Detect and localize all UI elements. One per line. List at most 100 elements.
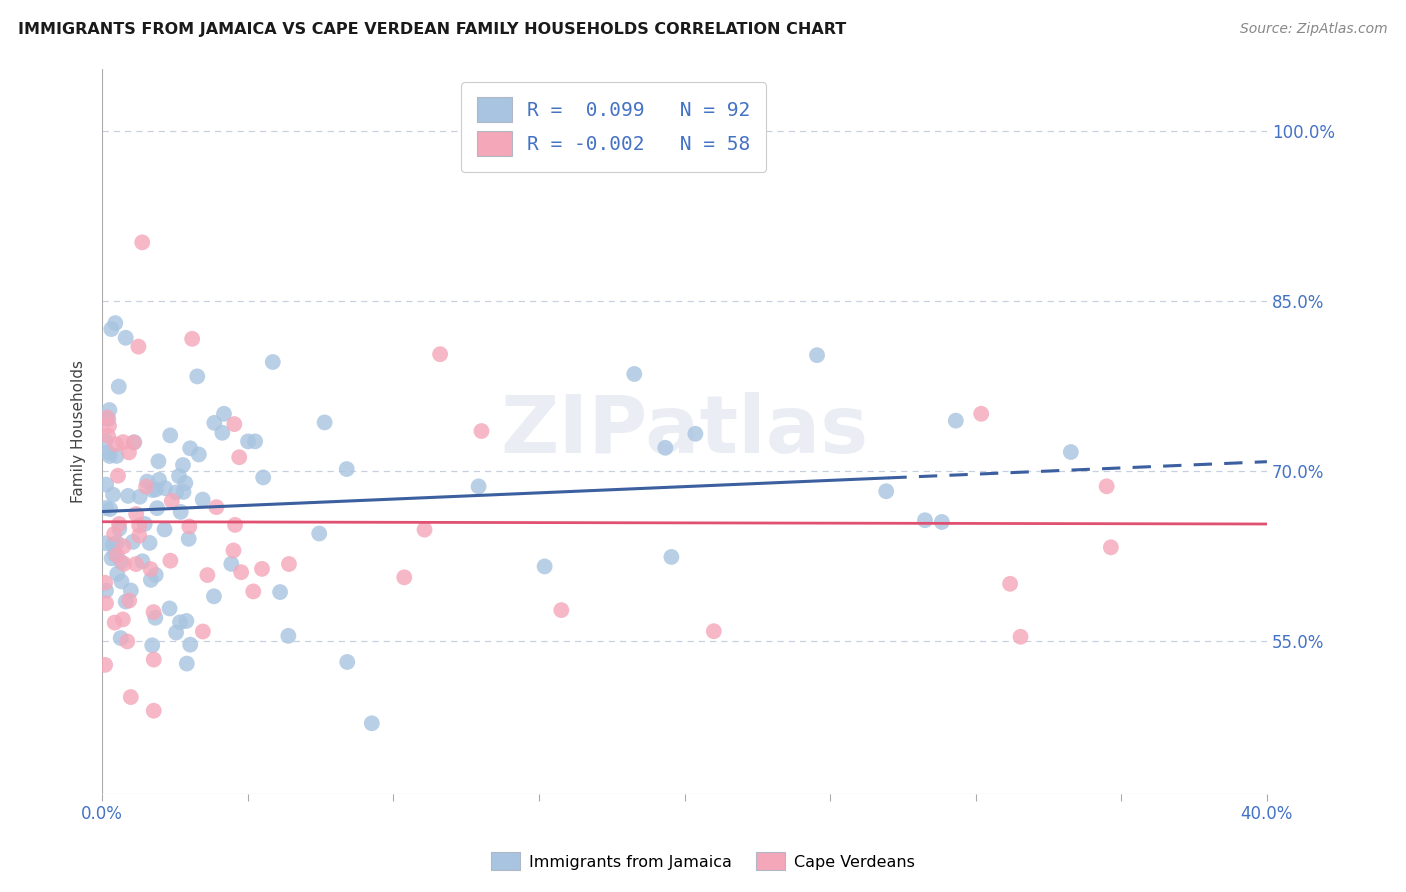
Point [685,426,707,441]
Point [269,585,291,599]
Point [142,652,165,666]
Point [236,434,259,449]
Point [224,517,246,532]
Point [914,513,936,527]
Point [117,489,139,503]
Point [145,483,167,497]
Point [970,407,993,421]
Point [97,445,120,459]
Point [142,483,165,497]
Point [661,549,683,564]
Point [429,347,451,361]
Point [94,596,117,610]
Point [1060,445,1083,459]
Point [550,603,572,617]
Point [413,523,436,537]
Point [114,594,136,608]
Point [105,437,128,451]
Point [139,573,162,587]
Point [172,485,194,500]
Legend: Immigrants from Jamaica, Cape Verdeans: Immigrants from Jamaica, Cape Verdeans [485,846,921,877]
Point [98,418,121,433]
Point [100,322,122,336]
Point [176,614,198,628]
Point [252,470,274,484]
Point [134,516,156,531]
Point [141,638,163,652]
Point [242,584,264,599]
Point [153,481,176,495]
Point [104,548,127,562]
Point [159,428,181,442]
Point [228,450,250,465]
Point [998,576,1021,591]
Point [125,507,148,521]
Point [875,484,897,499]
Point [191,492,214,507]
Point [187,447,209,461]
Point [262,355,284,369]
Point [211,425,233,440]
Legend: R =  0.099   N = 92, R = -0.002   N = 58: R = 0.099 N = 92, R = -0.002 N = 58 [461,82,766,171]
Point [142,704,165,718]
Point [98,403,121,417]
Point [117,634,139,648]
Point [104,316,127,330]
Point [623,367,645,381]
Point [165,485,187,500]
Point [128,528,150,542]
Point [112,539,135,553]
Point [122,435,145,450]
Point [250,562,273,576]
Point [470,424,492,438]
Point [148,473,170,487]
Point [94,501,117,516]
Point [360,716,382,731]
Point [96,410,118,425]
Point [394,570,416,584]
Point [103,527,125,541]
Point [202,416,225,430]
Point [336,655,359,669]
Point [96,477,118,491]
Point [107,468,129,483]
Point [308,526,330,541]
Point [277,629,299,643]
Point [98,449,121,463]
Point [98,502,121,516]
Point [167,469,190,483]
Point [105,536,128,550]
Point [108,522,131,536]
Point [169,615,191,630]
Point [124,435,146,450]
Text: Source: ZipAtlas.com: Source: ZipAtlas.com [1240,22,1388,37]
Point [202,590,225,604]
Point [108,516,131,531]
Point [148,454,170,468]
Point [105,449,128,463]
Point [222,543,245,558]
Point [153,523,176,537]
Point [191,624,214,639]
Point [179,519,201,533]
Point [94,434,117,448]
Point [205,500,228,515]
Point [110,555,132,569]
Point [105,566,128,581]
Point [135,480,157,494]
Point [94,657,117,672]
Point [136,475,159,489]
Point [94,536,117,550]
Point [243,434,266,449]
Point [197,568,219,582]
Point [1095,479,1118,493]
Point [131,235,153,250]
Point [139,562,162,576]
Point [146,501,169,516]
Point [107,379,129,393]
Point [533,559,555,574]
Point [654,441,676,455]
Point [165,625,187,640]
Point [221,557,243,571]
Point [110,574,132,589]
